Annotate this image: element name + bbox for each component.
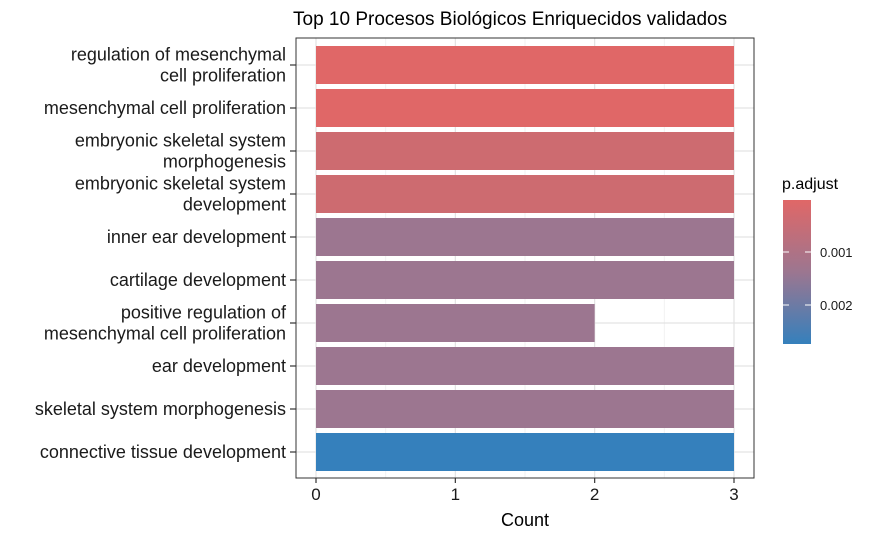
category-label: ear development	[152, 356, 286, 376]
bar	[316, 46, 734, 84]
panel-border	[295, 37, 755, 479]
bar	[316, 175, 734, 213]
category-label: positive regulation of mesenchymal cell p…	[44, 303, 287, 344]
bar	[316, 433, 734, 471]
bar	[316, 347, 734, 385]
chart-title: Top 10 Procesos Biológicos Enriquecidos …	[293, 9, 727, 30]
bar	[316, 304, 595, 342]
bar-layer	[316, 46, 734, 471]
x-axis-title: Count	[501, 510, 549, 530]
x-tick-label: 2	[590, 485, 599, 504]
x-tick-label: 0	[311, 485, 320, 504]
category-label: inner ear development	[107, 227, 286, 247]
legend-tick-label: 0.001	[820, 245, 853, 260]
x-axis-ticks: 0 1 2 3	[311, 478, 739, 504]
category-label: embryonic skeletal system morphogenesis	[75, 131, 286, 172]
legend-colorbar	[783, 200, 811, 344]
legend-ticks: 0.001 0.002	[783, 245, 853, 313]
x-tick-label: 1	[451, 485, 460, 504]
category-label: skeletal system morphogenesis	[35, 399, 286, 419]
x-tick-label: 3	[729, 485, 738, 504]
category-label: embryonic skeletal system development	[75, 174, 286, 215]
bar	[316, 89, 734, 127]
bar	[316, 390, 734, 428]
category-label: connective tissue development	[40, 442, 286, 462]
category-label: regulation of mesenchymal cell proliferat…	[71, 45, 286, 86]
bar	[316, 261, 734, 299]
category-labels: regulation of mesenchymal cell proliferat…	[35, 45, 296, 462]
color-legend: p.adjust 0.001 0.002	[782, 176, 853, 344]
legend-title: p.adjust	[782, 176, 839, 193]
category-label: cartilage development	[110, 270, 286, 290]
bar	[316, 218, 734, 256]
legend-tick-label: 0.002	[820, 298, 853, 313]
category-label: mesenchymal cell proliferation	[44, 98, 286, 118]
bar	[316, 132, 734, 170]
